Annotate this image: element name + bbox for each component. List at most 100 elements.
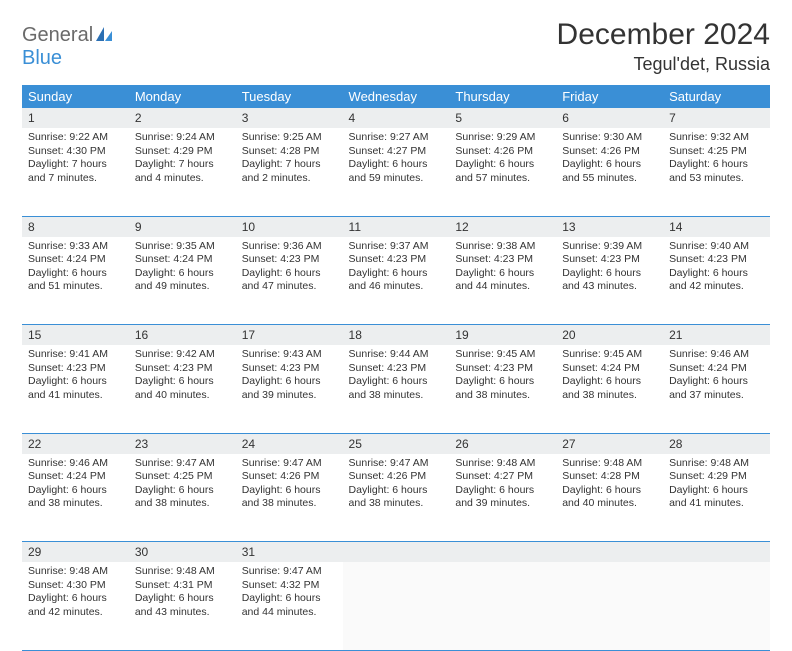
sunset-line: Sunset: 4:29 PM [135, 145, 213, 157]
day-cell: Sunrise: 9:48 AMSunset: 4:28 PMDaylight:… [556, 454, 663, 542]
sunset-line: Sunset: 4:26 PM [455, 145, 533, 157]
day-cell: Sunrise: 9:41 AM Sunset: 4:23 PMDaylight:… [22, 345, 129, 433]
sunset-line: Sunset: 4:27 PM [455, 470, 533, 482]
day-number-cell: 14 [663, 216, 770, 237]
sunrise-line: Sunrise: 9:22 AM [28, 131, 108, 143]
sunrise-line: Sunrise: 9:48 AM [135, 565, 215, 577]
sunset-line: Sunset: 4:26 PM [349, 470, 427, 482]
day-details: Sunrise: 9:46 AMSunset: 4:24 PMDaylight:… [663, 345, 770, 409]
weekday-header: Monday [129, 85, 236, 108]
week-row: Sunrise: 9:41 AMSunset: 4:23 PMDaylight:… [22, 345, 770, 433]
sunrise-line: Sunrise: 9:44 AM [349, 348, 429, 360]
sunrise-line: Sunrise: 9:41 AM [28, 348, 108, 360]
sunrise-line: Sunrise: 9:47 AM [242, 565, 322, 577]
sail-icon [95, 26, 113, 47]
day-details: Sunrise: 9:48 AMSunset: 4:27 PMDaylight:… [449, 454, 556, 518]
day-details: Sunrise: 9:24 AMSunset: 4:29 PMDaylight:… [129, 128, 236, 192]
daynum-row: 1234567 [22, 108, 770, 128]
sunset-line: Sunset: 4:24 PM [669, 362, 747, 374]
day-number-cell: 16 [129, 325, 236, 346]
sunrise-line: Sunrise: 9:46 AM [28, 457, 108, 469]
day-cell: Sunrise: 9:44 AMSunset: 4:23 PMDaylight:… [343, 345, 450, 433]
sunset-line: Sunset: 4:23 PM [562, 253, 640, 265]
sunset-line: Sunset: 4:24 PM [562, 362, 640, 374]
day-number-cell: 1 [22, 108, 129, 128]
day-details: Sunrise: 9:27 AMSunset: 4:27 PMDaylight:… [343, 128, 450, 192]
logo-word2: Blue [22, 47, 62, 69]
daylight-line: Daylight: 6 hours and 39 minutes. [455, 484, 534, 510]
sunrise-line: Sunrise: 9:39 AM [562, 240, 642, 252]
weekday-header: Saturday [663, 85, 770, 108]
day-number-cell: 23 [129, 433, 236, 454]
day-number-cell [556, 542, 663, 563]
day-number-cell: 21 [663, 325, 770, 346]
daylight-line: Daylight: 6 hours and 38 minutes. [455, 375, 534, 401]
daylight-line: Daylight: 6 hours and 43 minutes. [562, 267, 641, 293]
daylight-line: Daylight: 6 hours and 42 minutes. [28, 592, 107, 618]
sunrise-line: Sunrise: 9:32 AM [669, 131, 749, 143]
day-number-cell: 31 [236, 542, 343, 563]
daylight-line: Daylight: 6 hours and 38 minutes. [349, 375, 428, 401]
daylight-line: Daylight: 6 hours and 55 minutes. [562, 158, 641, 184]
day-number-cell: 25 [343, 433, 450, 454]
daylight-line: Daylight: 6 hours and 38 minutes. [562, 375, 641, 401]
day-details: Sunrise: 9:38 AMSunset: 4:23 PMDaylight:… [449, 237, 556, 301]
day-number-cell: 29 [22, 542, 129, 563]
daylight-line: Daylight: 6 hours and 38 minutes. [242, 484, 321, 510]
weekday-header: Wednesday [343, 85, 450, 108]
daylight-line: Daylight: 6 hours and 44 minutes. [242, 592, 321, 618]
day-details: Sunrise: 9:36 AMSunset: 4:23 PMDaylight:… [236, 237, 343, 301]
day-details: Sunrise: 9:45 AMSunset: 4:24 PMDaylight:… [556, 345, 663, 409]
sunrise-line: Sunrise: 9:47 AM [135, 457, 215, 469]
day-details: Sunrise: 9:48 AMSunset: 4:30 PMDaylight:… [22, 562, 129, 626]
sunrise-line: Sunrise: 9:37 AM [349, 240, 429, 252]
day-number-cell: 30 [129, 542, 236, 563]
sunset-line: Sunset: 4:30 PM [28, 145, 106, 157]
day-details: Sunrise: 9:47 AMSunset: 4:25 PMDaylight:… [129, 454, 236, 518]
calendar-table: Sunday Monday Tuesday Wednesday Thursday… [22, 85, 770, 651]
day-cell: Sunrise: 9:45 AMSunset: 4:24 PMDaylight:… [556, 345, 663, 433]
sunset-line: Sunset: 4:23 PM [28, 362, 106, 374]
daylight-line: Daylight: 6 hours and 41 minutes. [28, 375, 107, 401]
day-cell: Sunrise: 9:47 AMSunset: 4:26 PMDaylight:… [343, 454, 450, 542]
day-cell: Sunrise: 9:47 AMSunset: 4:32 PMDaylight:… [236, 562, 343, 650]
day-cell [663, 562, 770, 650]
daylight-line: Daylight: 6 hours and 41 minutes. [669, 484, 748, 510]
day-details: Sunrise: 9:43 AM Sunset: 4:23 PMDaylight:… [236, 345, 343, 409]
day-number-cell: 22 [22, 433, 129, 454]
day-number-cell: 10 [236, 216, 343, 237]
sunset-line: Sunset: 4:24 PM [28, 470, 106, 482]
day-cell: Sunrise: 9:35 AMSunset: 4:24 PMDaylight:… [129, 237, 236, 325]
day-details: Sunrise: 9:30 AMSunset: 4:26 PMDaylight:… [556, 128, 663, 192]
sunrise-line: Sunrise: 9:47 AM [349, 457, 429, 469]
daylight-line: Daylight: 6 hours and 57 minutes. [455, 158, 534, 184]
sunset-line: Sunset: 4:23 PM [242, 362, 320, 374]
sunrise-line: Sunrise: 9:43 AM [242, 348, 322, 360]
day-cell: Sunrise: 9:22 AMSunset: 4:30 PMDaylight:… [22, 128, 129, 216]
day-cell [343, 562, 450, 650]
day-cell: Sunrise: 9:38 AMSunset: 4:23 PMDaylight:… [449, 237, 556, 325]
weekday-header: Friday [556, 85, 663, 108]
day-cell: Sunrise: 9:37 AMSunset: 4:23 PMDaylight:… [343, 237, 450, 325]
sunset-line: Sunset: 4:31 PM [135, 579, 213, 591]
day-cell: Sunrise: 9:36 AMSunset: 4:23 PMDaylight:… [236, 237, 343, 325]
sunset-line: Sunset: 4:30 PM [28, 579, 106, 591]
day-number-cell [663, 542, 770, 563]
sunrise-line: Sunrise: 9:33 AM [28, 240, 108, 252]
sunset-line: Sunset: 4:23 PM [455, 253, 533, 265]
sunset-line: Sunset: 4:26 PM [562, 145, 640, 157]
day-details: Sunrise: 9:33 AMSunset: 4:24 PMDaylight:… [22, 237, 129, 301]
day-number-cell: 8 [22, 216, 129, 237]
day-details: Sunrise: 9:29 AMSunset: 4:26 PMDaylight:… [449, 128, 556, 192]
day-details: Sunrise: 9:25 AMSunset: 4:28 PMDaylight:… [236, 128, 343, 192]
logo-word1: General [22, 24, 93, 46]
day-cell: Sunrise: 9:29 AMSunset: 4:26 PMDaylight:… [449, 128, 556, 216]
week-row: Sunrise: 9:46 AMSunset: 4:24 PM Daylight:… [22, 454, 770, 542]
day-details: Sunrise: 9:46 AMSunset: 4:24 PMDaylight:… [22, 454, 129, 518]
day-details: Sunrise: 9:32 AMSunset: 4:25 PMDaylight:… [663, 128, 770, 192]
week-row: Sunrise: 9:22 AM Sunset: 4:30 PM Daylight:… [22, 128, 770, 216]
page-title: December 2024 [557, 18, 770, 52]
day-number-cell: 13 [556, 216, 663, 237]
daylight-line: Daylight: 6 hours and 39 minutes. [242, 375, 321, 401]
day-cell: Sunrise: 9:48 AMSunset: 4:30 PMDaylight:… [22, 562, 129, 650]
